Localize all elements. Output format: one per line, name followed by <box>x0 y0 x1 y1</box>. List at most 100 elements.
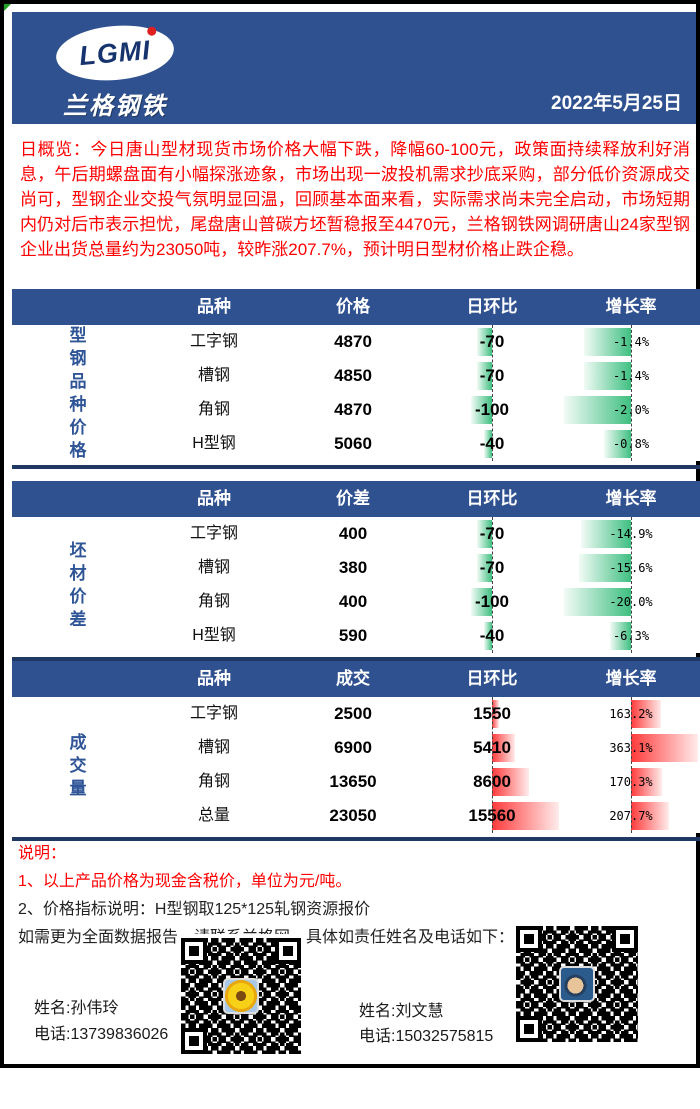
column-header: 价格 <box>336 297 370 316</box>
section-label: 型钢品种价格 <box>69 326 87 460</box>
growth-bar <box>564 396 631 424</box>
product-name: 角钢 <box>197 401 230 418</box>
table-row: 角钢 400 -100 -20.0% <box>12 585 700 619</box>
change-axis-line <box>492 517 493 653</box>
logo-text: LGMI <box>78 34 152 71</box>
section-label: 坯材价差 <box>69 541 87 629</box>
growth-bar <box>584 362 631 390</box>
qr-finder-icon <box>181 938 207 964</box>
change-bar <box>492 802 559 830</box>
growth-bar <box>631 734 698 762</box>
product-name: 工字钢 <box>189 525 238 542</box>
daily-overview-text: 日概览：今日唐山型材现货市场价格大幅下跌，降幅60-100元，政策面持续释放利好… <box>20 140 690 259</box>
corner-marker-icon <box>4 4 11 11</box>
value-cell: 4870 <box>334 400 372 419</box>
column-header: 增长率 <box>605 669 657 688</box>
column-header: 增长率 <box>605 297 657 316</box>
growth-cell: 363.1% <box>609 741 653 755</box>
value-cell: 5060 <box>334 434 372 453</box>
product-name: 槽钢 <box>197 559 230 576</box>
value-cell: 380 <box>338 558 368 577</box>
growth-cell: -1.4% <box>612 335 650 349</box>
change-cell: -100 <box>474 592 510 611</box>
contact-name: 姓名:孙伟玲 <box>34 1000 119 1017</box>
table-rows: 工字钢 2500 1550 163.2% 槽钢 6900 5410 363.1%… <box>12 697 700 833</box>
value-cell: 23050 <box>329 806 377 825</box>
table-row: 工字钢 2500 1550 163.2% <box>12 697 700 731</box>
qr-avatar-logo-icon <box>559 966 595 1002</box>
change-bar <box>492 768 529 796</box>
growth-cell: 163.2% <box>609 707 653 721</box>
header-banner: LGMI 兰格钢铁 2022年5月25日 <box>12 12 696 124</box>
change-bar <box>484 430 492 458</box>
product-name: 角钢 <box>197 773 230 790</box>
growth-axis-line <box>631 517 632 653</box>
table-row: 槽钢 4850 -70 -1.4% <box>12 359 700 393</box>
column-header: 增长率 <box>605 489 657 508</box>
table-row: 工字钢 4870 -70 -1.4% <box>12 325 700 359</box>
value-cell: 4870 <box>334 332 372 351</box>
value-cell: 2500 <box>334 704 372 723</box>
product-name: 工字钢 <box>189 333 238 350</box>
contact-phone: 电话:13739836026 <box>34 1026 169 1043</box>
company-name: 兰格钢铁 <box>63 94 167 120</box>
qr-finder-icon <box>516 1016 542 1042</box>
note-item: 1、以上产品价格为现金含税价，单位为元/吨。 <box>18 873 352 890</box>
report-page: LGMI 兰格钢铁 2022年5月25日 日概览：今日唐山型材现货市场价格大幅下… <box>0 0 700 1068</box>
growth-bar <box>584 328 631 356</box>
table-header-row: 品种 价差 日环比 增长率 <box>12 481 700 517</box>
logo-red-dot-icon <box>146 26 157 37</box>
table-row: 工字钢 400 -70 -14.9% <box>12 517 700 551</box>
growth-bar <box>581 520 631 548</box>
growth-cell: -14.9% <box>609 527 653 541</box>
column-header: 品种 <box>197 489 231 508</box>
change-bar <box>477 362 492 390</box>
growth-cell: 170.3% <box>609 775 653 789</box>
value-cell: 400 <box>338 592 368 611</box>
column-header: 品种 <box>197 297 231 316</box>
table-header-row: 品种 价格 日环比 增长率 <box>12 289 700 325</box>
qr-finder-icon <box>612 926 638 952</box>
table-rows: 工字钢 4870 -70 -1.4% 槽钢 4850 -70 -1.4% 角钢 … <box>12 325 700 461</box>
change-axis-line <box>492 325 493 461</box>
column-header: 日环比 <box>466 669 518 688</box>
value-cell: 13650 <box>329 772 377 791</box>
value-cell: 4850 <box>334 366 372 385</box>
column-header: 日环比 <box>466 489 518 508</box>
change-cell: -40 <box>479 626 505 645</box>
qr-finder-icon <box>275 938 301 964</box>
table-section-volume: 品种 成交 日环比 增长率 工字钢 2500 1550 163.2% 槽钢 69… <box>12 661 700 841</box>
lgmi-logo-icon: LGMI <box>53 20 177 86</box>
table-section-spread: 品种 价差 日环比 增长率 工字钢 400 -70 -14.9% 槽钢 380 … <box>12 481 700 661</box>
table-row: 槽钢 6900 5410 363.1% <box>12 731 700 765</box>
growth-bar <box>610 622 631 650</box>
product-name: 总量 <box>197 807 230 824</box>
section-divider <box>12 657 700 661</box>
change-cell: 15560 <box>468 806 516 825</box>
value-cell: 590 <box>338 626 368 645</box>
change-cell: 5410 <box>473 738 511 757</box>
table-row: 槽钢 380 -70 -15.6% <box>12 551 700 585</box>
change-cell: -70 <box>479 366 505 385</box>
column-header: 价差 <box>336 489 370 508</box>
product-name: H型钢 <box>192 627 236 644</box>
change-bar <box>492 734 515 762</box>
product-name: 工字钢 <box>189 705 238 722</box>
qr-sunflower-logo-icon <box>223 978 259 1014</box>
growth-bar <box>631 700 661 728</box>
section-divider <box>12 837 700 841</box>
qr-code <box>512 922 642 1046</box>
growth-bar <box>604 430 631 458</box>
notes-title: 说明： <box>18 845 67 862</box>
product-name: 槽钢 <box>197 367 230 384</box>
change-cell: -70 <box>479 332 505 351</box>
table-row: H型钢 5060 -40 -0.8% <box>12 427 700 461</box>
section-divider <box>12 465 700 469</box>
table-row: 角钢 13650 8600 170.3% <box>12 765 700 799</box>
change-cell: 1550 <box>473 704 511 723</box>
growth-axis-line <box>631 697 632 833</box>
notes-block: 说明： 1、以上产品价格为现金含税价，单位为元/吨。 2、价格指标说明：H型钢取… <box>18 840 690 952</box>
change-cell: -70 <box>479 558 505 577</box>
change-cell: 8600 <box>473 772 511 791</box>
